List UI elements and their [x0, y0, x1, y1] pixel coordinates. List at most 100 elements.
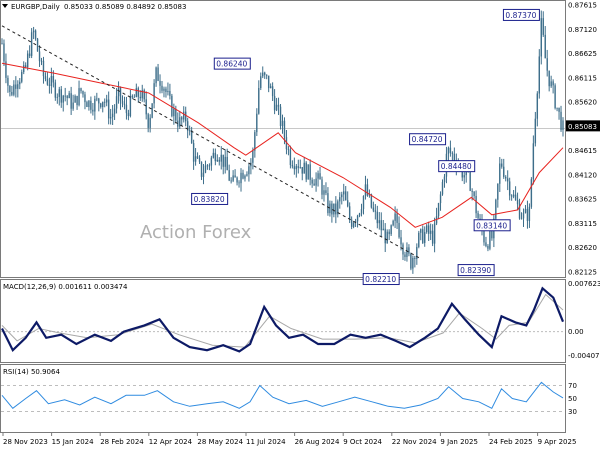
candle-body — [72, 102, 74, 109]
candle — [163, 86, 165, 98]
candle — [412, 255, 414, 274]
candle-body — [7, 77, 9, 86]
macd-panel — [1, 286, 565, 353]
candle — [281, 114, 284, 134]
candle — [339, 192, 341, 209]
rsi-panel-frame — [0, 364, 566, 433]
candle-body — [109, 117, 112, 119]
candle-body — [171, 95, 173, 117]
candle — [54, 79, 57, 101]
candle — [404, 251, 406, 261]
candle — [34, 29, 37, 41]
candle — [13, 80, 15, 97]
candle-body — [232, 175, 234, 181]
candle-body — [125, 104, 128, 114]
candle-body — [186, 121, 189, 131]
candle-body — [560, 111, 562, 131]
candle-body — [366, 184, 369, 196]
candle — [435, 207, 438, 226]
candle — [141, 84, 143, 102]
candle — [370, 193, 373, 209]
candle-body — [194, 156, 197, 162]
candle-body — [309, 164, 311, 180]
candle-body — [463, 175, 465, 178]
candle — [487, 244, 489, 252]
candle — [477, 210, 479, 219]
candle-body — [60, 89, 62, 103]
candle-body — [499, 163, 501, 184]
candle-body — [398, 222, 400, 238]
annotation-box — [473, 219, 511, 232]
header: EURGBP,Daily 0.85033 0.85089 0.84892 0.8… — [2, 3, 186, 376]
symbol-label: EURGBP,Daily — [11, 3, 60, 11]
candle-body — [350, 219, 353, 227]
candle — [212, 148, 215, 159]
candle — [32, 26, 35, 40]
candle-body — [50, 76, 53, 86]
candle-body — [368, 194, 371, 196]
rsi-tick-label: 50 — [568, 395, 577, 403]
date-tick-label: 9 Jan 2025 — [440, 438, 478, 446]
price-tick-label: 0.85620 — [568, 99, 597, 107]
candle-body — [275, 104, 278, 111]
candle — [275, 97, 278, 112]
date-tick-label: 28 Nov 2023 — [3, 438, 48, 446]
candle-body — [516, 200, 519, 205]
candle-body — [185, 111, 187, 122]
date-axis: 28 Nov 2023 15 Jan 2024 28 Feb 2024 12 Apr … — [2, 433, 576, 446]
candle-body — [23, 65, 25, 73]
candle — [319, 166, 321, 180]
candle — [72, 94, 74, 111]
candle-body — [402, 244, 404, 255]
candle-body — [427, 225, 430, 234]
candle — [218, 157, 220, 166]
candle — [335, 196, 337, 224]
candle — [512, 190, 515, 199]
price-annotation: 0.83140 — [473, 219, 511, 232]
candle — [279, 103, 282, 130]
candle-body — [400, 237, 402, 245]
rsi-tick-label: 70 — [568, 382, 577, 390]
candle — [313, 179, 315, 186]
candle-body — [392, 220, 394, 226]
candle-body — [70, 93, 72, 109]
candle — [293, 157, 296, 175]
candle — [473, 190, 475, 199]
candle-body — [133, 97, 136, 98]
candle — [228, 164, 230, 182]
candle — [321, 176, 323, 200]
candle-body — [317, 173, 319, 179]
candle — [188, 125, 191, 136]
candle — [252, 147, 254, 170]
candle-body — [508, 181, 511, 196]
candle — [386, 229, 388, 244]
candle-body — [307, 164, 309, 180]
date-tick-label: 24 Feb 2025 — [489, 438, 533, 446]
candle — [202, 163, 205, 185]
candle-body — [441, 182, 444, 195]
candle-body — [386, 231, 388, 244]
candle-body — [506, 178, 509, 182]
rsi-axis: 70 50 30 — [568, 382, 577, 416]
candle — [273, 89, 276, 115]
candle-body — [230, 180, 232, 182]
candle — [127, 109, 130, 121]
candle — [248, 163, 250, 182]
annotation-box — [438, 160, 476, 173]
candle — [145, 91, 147, 120]
candle-body — [522, 212, 525, 219]
candle-body — [540, 18, 542, 57]
candle — [175, 105, 177, 124]
candle-body — [84, 94, 86, 103]
candle — [315, 172, 317, 192]
candle — [26, 50, 29, 71]
candle-body — [147, 114, 149, 128]
candle-body — [305, 162, 307, 180]
candle — [501, 158, 503, 169]
candle — [364, 175, 367, 200]
candle — [506, 170, 509, 191]
candle — [44, 72, 47, 82]
dropdown-triangle-icon[interactable] — [2, 4, 8, 8]
candle-body — [374, 210, 377, 212]
candle — [96, 92, 98, 102]
